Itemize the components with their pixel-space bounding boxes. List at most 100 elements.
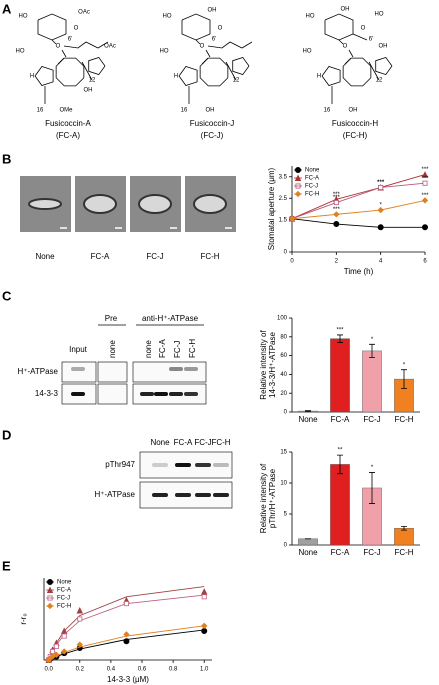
significance: ***: [333, 207, 341, 213]
structure-label: HO: [16, 49, 25, 55]
data-point: [200, 588, 208, 595]
data-point: [378, 184, 384, 190]
panel-label: C: [2, 288, 12, 303]
y-tick-label: 20: [280, 391, 287, 397]
structure-label: OAc: [104, 44, 116, 50]
lane-label: none: [144, 340, 153, 358]
y-tick-label: 40: [280, 372, 287, 378]
significance: *: [371, 465, 374, 471]
bond: [321, 66, 341, 86]
structure-label: OH: [379, 44, 388, 50]
blot-band: [195, 493, 211, 497]
significance: ***: [377, 180, 385, 186]
row-label: 14-3-3: [35, 389, 59, 398]
bond: [342, 57, 372, 87]
data-point: [333, 211, 340, 218]
y-tick-label: 2.5: [279, 196, 288, 202]
structure-label: O: [361, 26, 366, 32]
data-point: [377, 224, 384, 231]
blot-band: [175, 493, 191, 497]
blot-band: [169, 367, 183, 371]
structure-label: OH: [84, 88, 93, 94]
significance: ***: [333, 195, 341, 201]
y-tick-label: 100: [277, 316, 288, 322]
bond: [181, 13, 211, 41]
series-line: [291, 199, 426, 220]
data-point: [123, 638, 130, 645]
row-label: H⁺-ATPase: [94, 490, 135, 499]
structure-label: OH: [208, 8, 217, 14]
panel-label: B: [2, 151, 11, 166]
blot-band: [152, 463, 168, 467]
data-point: [421, 171, 429, 178]
data-point: [50, 648, 56, 654]
row-label: H⁺-ATPase: [17, 367, 58, 376]
y-axis-title: Relative intensity of: [259, 330, 268, 400]
data-point: [333, 221, 340, 228]
significance: ***: [421, 167, 429, 173]
bond: [225, 61, 237, 81]
significance: *: [379, 203, 382, 209]
stoma: [138, 194, 172, 214]
legend-label: FC-H: [57, 604, 71, 610]
structure-label: HO: [19, 14, 28, 20]
bond: [51, 39, 57, 45]
micrograph-label: FC-H: [200, 252, 219, 261]
bar: [362, 350, 382, 413]
group-label: Pre: [105, 314, 118, 323]
significance: ***: [421, 176, 429, 182]
blot-band: [213, 493, 229, 497]
bond: [205, 49, 211, 58]
panel-label: D: [2, 427, 11, 442]
structure-label: 6': [68, 37, 72, 43]
x-tick-label: FC-H: [394, 415, 413, 424]
bar: [298, 538, 318, 546]
structure-label: H: [317, 74, 321, 80]
x-tick-label: 0.4: [107, 667, 116, 673]
structure-label: 12: [89, 78, 96, 84]
lane-label: FC-J: [194, 438, 211, 447]
structure-label: O: [218, 26, 223, 32]
x-axis-title: Time (h): [344, 267, 374, 276]
significance: ***: [421, 193, 429, 199]
structure-label: HO: [163, 14, 172, 20]
x-tick-label: FC-J: [363, 415, 380, 424]
compound-abbr: (FC-J): [201, 131, 224, 140]
x-tick-label: None: [298, 415, 318, 424]
blot-band: [213, 463, 229, 467]
x-tick-label: FC-A: [331, 548, 350, 557]
row-label: pThr947: [105, 460, 135, 469]
lane-label: FC-J: [173, 341, 182, 358]
bond: [57, 57, 65, 65]
structure-label: 16: [181, 108, 188, 114]
x-tick-label: 2: [335, 259, 339, 265]
bond: [199, 57, 229, 87]
bond: [207, 41, 253, 49]
significance: ***: [333, 192, 341, 198]
structure-label: OAc: [78, 10, 90, 16]
bond: [55, 57, 85, 87]
error-bar: [401, 369, 407, 389]
structure-label: O: [200, 44, 205, 50]
compound-name: Fusicoccin-H: [332, 119, 378, 128]
bond: [348, 49, 354, 58]
blot-band: [175, 463, 191, 467]
bond: [34, 66, 54, 86]
data-point: [201, 594, 207, 600]
bond: [324, 13, 354, 41]
y-tick-label: 3.5: [279, 174, 288, 180]
legend-label: FC-J: [305, 184, 318, 190]
lane-label: FC-H: [188, 339, 197, 358]
y-axis-title: r-r₀: [19, 613, 28, 624]
data-point: [76, 606, 84, 614]
significance: ***: [377, 180, 385, 186]
bond: [368, 61, 380, 81]
x-tick-label: FC-J: [363, 548, 380, 557]
x-tick-label: 0.8: [169, 667, 178, 673]
blot-frame: [61, 361, 97, 383]
bond: [37, 13, 67, 41]
bar: [394, 528, 414, 546]
structure-label: 16: [324, 108, 331, 114]
compound-abbr: (FC-A): [56, 131, 80, 140]
compound-abbr: (FC-H): [343, 131, 368, 140]
